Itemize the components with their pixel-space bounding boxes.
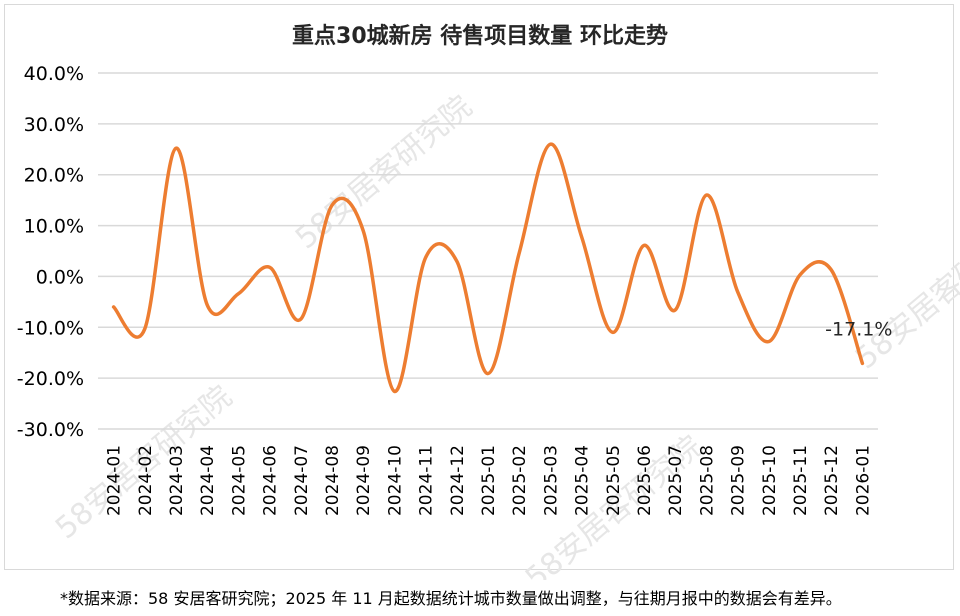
x-tick-label: 2025-12 — [822, 445, 842, 516]
x-tick-label: 2025-02 — [510, 445, 530, 516]
x-tick-label: 2024-11 — [417, 445, 437, 516]
y-tick-label: -30.0% — [17, 419, 84, 441]
footnote: *数据来源：58 安居客研究院；2025 年 11 月起数据统计城市数量做出调整… — [60, 589, 842, 608]
y-tick-label: -10.0% — [17, 317, 84, 339]
x-tick-label: 2024-06 — [261, 445, 281, 516]
x-tick-label: 2024-08 — [323, 445, 343, 516]
chart-frame — [4, 4, 954, 570]
x-tick-label: 2026-01 — [853, 445, 873, 516]
x-tick-label: 2025-06 — [635, 445, 655, 516]
x-tick-label: 2024-09 — [354, 445, 374, 516]
series-line — [111, 142, 865, 394]
x-tick-label: 2024-07 — [292, 445, 312, 516]
x-tick-label: 2024-12 — [448, 445, 468, 516]
x-tick-label: 2025-05 — [604, 445, 624, 516]
y-tick-label: 0.0% — [36, 266, 84, 288]
watermark-text: 58安居客研究院 — [289, 89, 479, 256]
x-tick-label: 2025-01 — [479, 445, 499, 516]
y-tick-label: 40.0% — [24, 63, 84, 85]
x-tick-label: 2024-04 — [198, 445, 218, 516]
x-tick-label: 2025-09 — [729, 445, 749, 516]
y-tick-label: 10.0% — [24, 216, 84, 238]
x-tick-label: 2024-03 — [167, 445, 187, 516]
x-tick-label: 2024-01 — [105, 445, 125, 516]
x-tick-label: 2024-05 — [229, 445, 249, 516]
x-tick-label: 2025-10 — [760, 445, 780, 516]
y-tick-label: 30.0% — [24, 114, 84, 136]
line-chart: 58安居客研究院58安居客研究院58安居客研究院58安居客研究院40.0%30.… — [17, 63, 960, 580]
x-tick-label: 2024-10 — [385, 445, 405, 516]
chart-title: 重点30城新房 待售项目数量 环比走势 — [292, 24, 668, 49]
x-tick-label: 2025-04 — [573, 445, 593, 516]
x-tick-label: 2025-08 — [697, 445, 717, 516]
y-tick-label: 20.0% — [24, 165, 84, 187]
x-tick-label: 2025-11 — [791, 445, 811, 516]
data-label: -17.1% — [825, 318, 892, 340]
x-tick-label: 2024-02 — [136, 445, 156, 516]
x-tick-label: 2025-03 — [541, 445, 561, 516]
y-tick-label: -20.0% — [17, 368, 84, 390]
watermark-text: 58安居客研究院 — [849, 209, 960, 376]
x-tick-label: 2025-07 — [666, 445, 686, 516]
